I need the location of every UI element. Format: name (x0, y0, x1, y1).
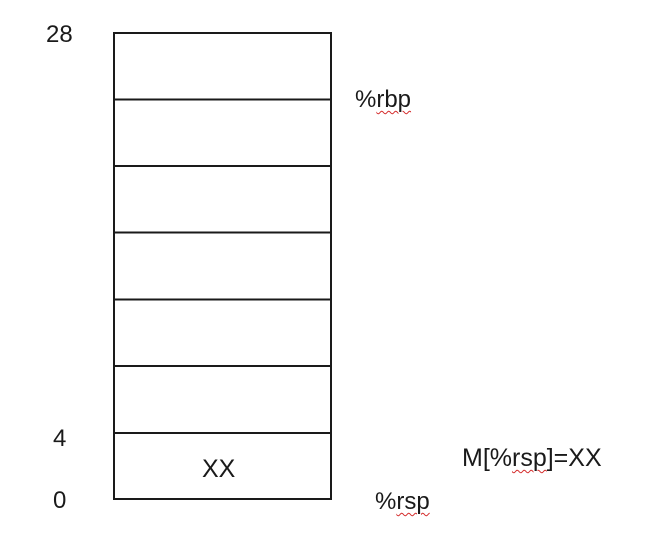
rbp-name: rbp (376, 86, 412, 113)
equation-reg: rsp (512, 444, 547, 472)
stack-outline (113, 32, 332, 500)
rbp-prefix: % (355, 86, 377, 113)
rsp-prefix: % (375, 488, 397, 515)
address-label-28: 28 (46, 21, 73, 48)
rsp-name: rsp (396, 488, 430, 515)
address-label-0: 0 (53, 487, 67, 514)
address-label-4: 4 (53, 425, 67, 452)
rbp-register-label: %rbp (355, 88, 411, 112)
memory-equation: M[%rsp]=XX (462, 446, 602, 471)
equation-post: ]=XX (546, 444, 602, 472)
bottom-slot-value: XX (202, 455, 236, 483)
rsp-register-label: %rsp (375, 490, 430, 514)
equation-pre: M[% (462, 444, 512, 472)
